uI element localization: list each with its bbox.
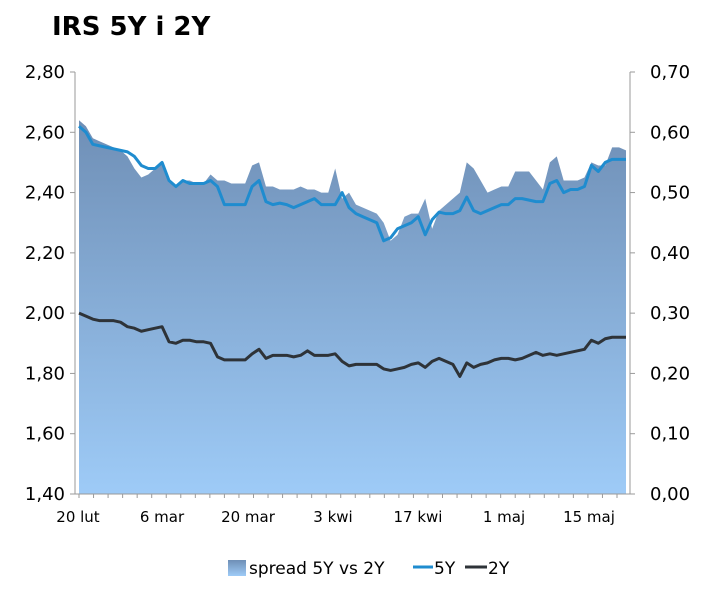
series-5y-line <box>78 125 626 243</box>
legend-label-2y: 2Y <box>488 559 510 579</box>
legend-label-5y: 5Y <box>434 559 456 579</box>
y-right-tick-label: 0,70 <box>650 62 690 83</box>
x-tick-label: 20 mar <box>221 508 276 526</box>
y-left-tick-label: 2,40 <box>25 183 65 204</box>
y-left-tick-label: 1,40 <box>25 484 65 505</box>
y-right-tick-label: 0,00 <box>650 484 690 505</box>
y-right-tick-label: 0,50 <box>650 183 690 204</box>
legend-swatch-spread <box>228 560 246 576</box>
y-left-tick-label: 2,80 <box>25 62 65 83</box>
chart-title: IRS 5Y i 2Y <box>52 12 211 42</box>
x-tick-label: 20 lut <box>56 508 100 526</box>
x-tick-label: 17 kwi <box>394 508 443 526</box>
axes: 1,40 1,60 1,80 2,00 2,20 2,40 2,60 2,80 0,00 0,10… <box>25 62 690 526</box>
y-right-tick-label: 0,60 <box>650 122 690 143</box>
legend: spread 5Y vs 2Y 5Y 2Y <box>228 559 510 579</box>
y-left-tick-label: 2,60 <box>25 122 65 143</box>
y-left-tick-label: 1,60 <box>25 424 65 445</box>
y-right-tick-label: 0,20 <box>650 363 690 384</box>
y-right-tick-label: 0,40 <box>650 243 690 264</box>
y-left-tick-label: 2,00 <box>25 303 65 324</box>
y-right-tick-label: 0,10 <box>650 424 690 445</box>
y-right-tick-label: 0,30 <box>650 303 690 324</box>
legend-label-spread: spread 5Y vs 2Y <box>249 559 385 579</box>
series-2y-line <box>78 311 626 378</box>
y-left-tick-label: 1,80 <box>25 363 65 384</box>
x-tick-label: 3 kwi <box>313 508 352 526</box>
x-tick-label: 15 maj <box>563 508 615 526</box>
x-tick-label: 1 maj <box>483 508 525 526</box>
x-tick-label: 6 mar <box>140 508 185 526</box>
plot-area <box>78 120 626 494</box>
series-spread-area <box>79 120 626 494</box>
y-left-tick-label: 2,20 <box>25 243 65 264</box>
